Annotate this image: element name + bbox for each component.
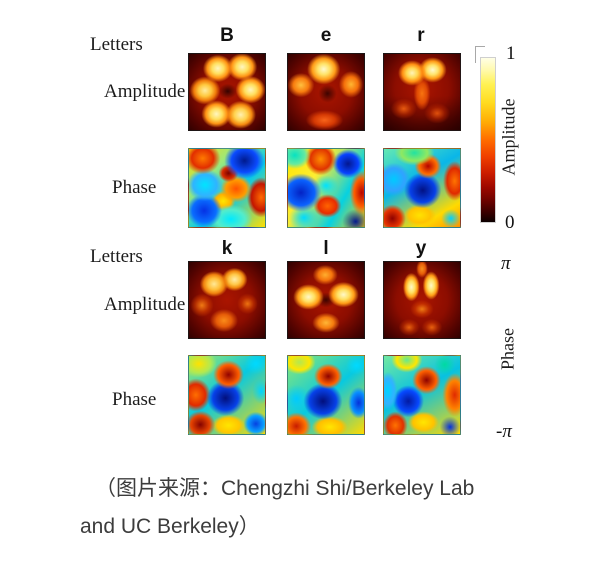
amplitude-map-k <box>188 261 266 339</box>
letter-header-k: k <box>221 238 233 259</box>
phase-map-k <box>188 355 266 435</box>
phase-map-r <box>383 148 461 228</box>
amplitude-colorbar <box>480 57 496 223</box>
amplitude-colorbar-label: Amplitude <box>498 98 519 176</box>
amplitude-row-label-1: Amplitude <box>104 81 186 102</box>
letters-row-label-2: Letters <box>90 246 143 267</box>
phase-map-l <box>287 355 365 435</box>
amplitude-map-l <box>287 261 365 339</box>
amplitude-map-y <box>383 261 461 339</box>
phase-colorbar-min-tick: -π <box>496 421 512 442</box>
amplitude-map-e <box>287 53 365 131</box>
phase-row-label-2: Phase <box>112 389 157 410</box>
phase-map-y <box>383 355 461 435</box>
amplitude-colorbar-max-tick: 1 <box>506 43 516 64</box>
phase-row-label-1: Phase <box>112 177 157 198</box>
phase-colorbar-label: Phase <box>497 328 518 370</box>
letter-header-l: l <box>323 238 329 259</box>
amplitude-colorbar-min-tick: 0 <box>505 212 515 233</box>
letter-header-r: r <box>417 25 425 46</box>
letter-header-B: B <box>220 25 234 46</box>
letters-row-label-1: Letters <box>90 34 143 55</box>
amplitude-map-r <box>383 53 461 131</box>
phase-colorbar-max-tick: π <box>501 253 511 274</box>
letter-header-e: e <box>320 25 332 46</box>
letter-header-y: y <box>415 238 427 259</box>
phase-map-e <box>287 148 365 228</box>
image-source-caption: （图片来源：Chengzhi Shi/Berkeley Lab and UC B… <box>80 470 550 546</box>
amplitude-map-B <box>188 53 266 131</box>
phase-map-B <box>188 148 266 228</box>
colorbar-spine <box>475 46 485 63</box>
amplitude-row-label-2: Amplitude <box>104 294 186 315</box>
caption-line-1: （图片来源：Chengzhi Shi/Berkeley Lab <box>95 477 475 500</box>
caption-line-2: and UC Berkeley） <box>80 515 260 538</box>
